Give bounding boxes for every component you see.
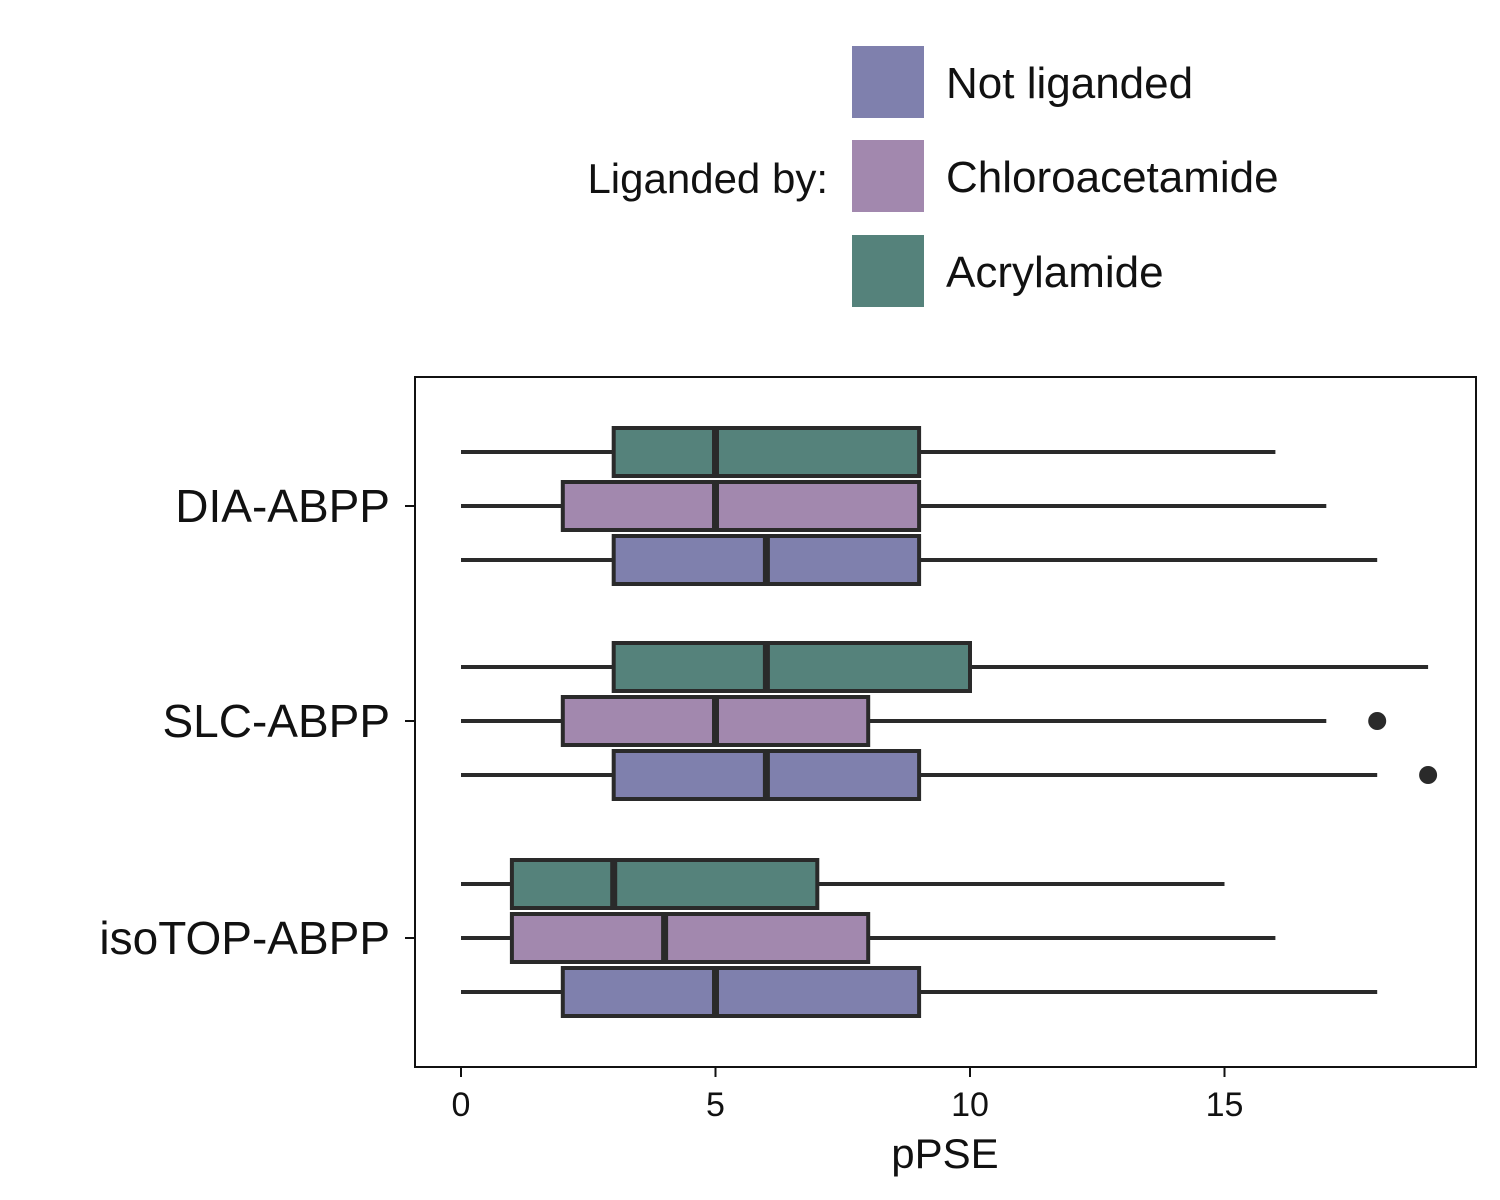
legend-swatch-not-liganded — [852, 46, 924, 118]
legend-label-acrylamide: Acrylamide — [946, 248, 1164, 297]
x-tick-label-0: 0 — [452, 1086, 471, 1124]
legend: Liganded by: Not liganded Chloroacetamide… — [587, 46, 1279, 307]
box-chloroacetamide-dia-abpp-iqr — [560, 480, 922, 532]
box-not-liganded-isotop-abpp — [461, 966, 1378, 1018]
box-not-liganded-slc-abpp-outlier-0 — [1419, 766, 1438, 784]
y-tick-label-dia-abpp: DIA-ABPP — [175, 480, 390, 532]
box-not-liganded-dia-abpp — [461, 534, 1378, 586]
box-acrylamide-dia-abpp — [461, 426, 1276, 478]
y-tick-label-slc-abpp: SLC-ABPP — [162, 695, 390, 747]
x-tick-label-5: 5 — [706, 1086, 725, 1124]
box-chloroacetamide-slc-abpp — [461, 695, 1387, 747]
legend-label-chloroacetamide: Chloroacetamide — [946, 153, 1279, 202]
box-chloroacetamide-isotop-abpp — [461, 912, 1276, 964]
box-acrylamide-slc-abpp-iqr — [611, 641, 972, 693]
box-series-group — [461, 426, 1438, 1018]
legend-label-not-liganded: Not liganded — [946, 59, 1193, 108]
legend-swatch-acrylamide — [852, 235, 924, 307]
box-not-liganded-slc-abpp — [461, 749, 1438, 801]
box-chloroacetamide-slc-abpp-outlier-0 — [1368, 712, 1387, 730]
box-acrylamide-dia-abpp-iqr — [611, 426, 922, 478]
box-acrylamide-isotop-abpp-iqr — [509, 858, 820, 910]
legend-swatch-chloroacetamide — [852, 140, 924, 212]
legend-title: Liganded by: — [587, 155, 828, 202]
x-axis: 0 5 10 15 — [452, 1067, 1244, 1124]
y-axis: DIA-ABPP SLC-ABPP isoTOP-ABPP — [99, 480, 415, 964]
box-not-liganded-isotop-abpp-iqr — [560, 966, 922, 1018]
box-acrylamide-isotop-abpp — [461, 858, 1225, 910]
x-axis-label: pPSE — [891, 1130, 998, 1177]
y-tick-label-isotop-abpp: isoTOP-ABPP — [99, 912, 390, 964]
box-acrylamide-slc-abpp — [461, 641, 1429, 693]
x-tick-label-15: 15 — [1206, 1086, 1244, 1124]
box-chloroacetamide-isotop-abpp-iqr — [509, 912, 871, 964]
x-tick-label-10: 10 — [951, 1086, 989, 1124]
box-chloroacetamide-dia-abpp — [461, 480, 1327, 532]
